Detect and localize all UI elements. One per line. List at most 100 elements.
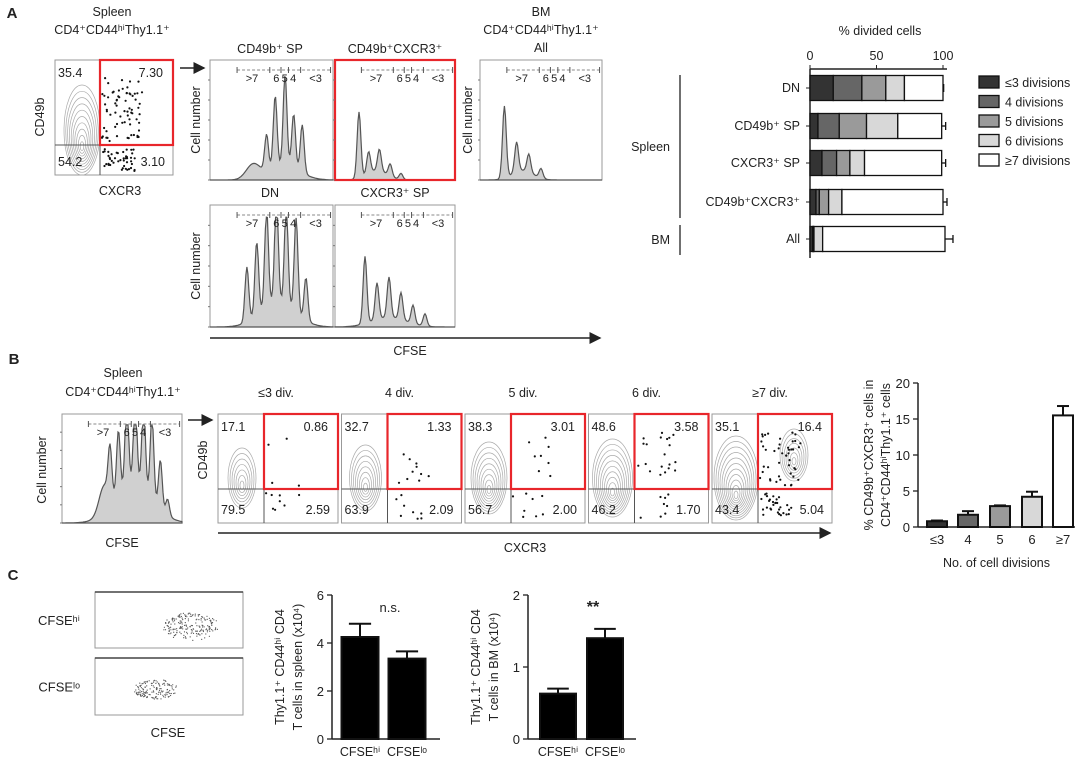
event-dot (139, 694, 141, 696)
event-dot (181, 621, 183, 623)
event-dot (778, 513, 781, 516)
event-dot (209, 630, 211, 632)
event-dot (184, 618, 186, 620)
event-dot (173, 635, 175, 637)
y-tick-label: 1 (513, 660, 520, 675)
density-contour (472, 447, 506, 512)
histogram-cxcr3-sp: >7 6 5 4 <3 (333, 204, 456, 328)
event-dot (172, 636, 175, 639)
event-dot (123, 164, 126, 168)
event-dot (660, 431, 664, 434)
event-dot (789, 484, 793, 487)
histogram-curve (334, 256, 455, 328)
event-dot (133, 169, 136, 172)
quadrant-value-upper-left: 48.6 (592, 420, 616, 434)
event-dot (175, 618, 177, 620)
density-contour (779, 428, 809, 482)
event-dot (208, 629, 210, 631)
event-dot (179, 626, 181, 629)
y-axis-title: % CD49b⁺CXCR3⁺ cells in (862, 380, 876, 531)
highlight-gate (509, 412, 587, 491)
event-dot (788, 459, 791, 462)
category-label: CXCR3⁺ SP (731, 156, 800, 170)
histogram-title: CD4⁺CD44ʰⁱThy1.1⁺ (483, 23, 598, 37)
legend-label: 4 divisions (1005, 96, 1063, 110)
event-dot (170, 629, 172, 631)
event-dot (136, 135, 139, 139)
event-dot (115, 99, 118, 102)
bar (926, 520, 948, 528)
event-dot (165, 622, 167, 624)
density-contour (227, 447, 257, 509)
event-dot (196, 635, 198, 637)
event-dot (511, 495, 515, 498)
bar-segment (832, 74, 863, 102)
event-dot (109, 113, 112, 116)
division-gate-label: 4 (140, 427, 146, 439)
bar-chart-bm-counts: 0 1 2 CFSEʰⁱ CFSEˡᵒ Thy1.1⁺ CD44ʰⁱ CD4 T cells… (469, 588, 636, 759)
division-gate-label: 6 (397, 73, 403, 85)
event-dot (158, 682, 160, 685)
event-dot (209, 628, 211, 630)
event-dot (110, 159, 113, 162)
plot-frame (588, 413, 709, 524)
event-dot (167, 692, 169, 694)
density-contour (596, 449, 629, 513)
event-dot (153, 681, 155, 683)
event-dot (759, 476, 762, 480)
event-dot (183, 634, 185, 637)
event-dot (143, 696, 145, 698)
event-dot (547, 445, 550, 448)
x-tick-label: CFSEˡᵒ (585, 745, 625, 759)
quadrant-value-lower-right: 5.04 (800, 503, 824, 517)
event-dot (416, 517, 419, 520)
density-contour (717, 446, 755, 517)
x-tick-label: CFSEˡᵒ (387, 745, 427, 759)
event-dot (148, 680, 150, 682)
bar-chart-cd49b-cxcr3-by-division: 0 5 10 15 20 ≤3 4 5 6 ≥7 % CD49b⁺CXCR3⁺ cells in CD… (862, 376, 1075, 570)
event-dot (173, 631, 175, 633)
event-dot (187, 627, 189, 629)
category-label: All (786, 232, 800, 246)
event-dot (174, 623, 176, 625)
event-dot (167, 633, 170, 635)
event-dot (137, 129, 141, 132)
density-contour (231, 458, 253, 503)
division-gate-label: 6 (543, 73, 549, 85)
event-dot (144, 686, 146, 688)
event-dot (664, 496, 667, 499)
event-dot (184, 636, 186, 638)
category-label: CD49b⁺CXCR3⁺ (706, 195, 800, 209)
event-dot (165, 680, 167, 683)
event-dot (140, 687, 142, 689)
density-contour (608, 482, 617, 499)
event-dot (146, 692, 148, 694)
event-dot (164, 684, 166, 686)
event-dot (163, 629, 165, 631)
event-dot (668, 463, 671, 466)
event-dot (178, 616, 180, 618)
event-dot (191, 631, 193, 633)
event-dot (143, 692, 145, 694)
event-dot (156, 698, 158, 700)
y-axis-title: Thy1.1⁺ CD44ʰⁱ CD4 (273, 609, 287, 725)
cfse-axis-label: CFSE (393, 344, 426, 358)
event-dot (762, 445, 765, 448)
event-dot (120, 168, 123, 171)
event-dot (126, 114, 129, 117)
density-contour (233, 464, 251, 500)
event-dot (172, 628, 174, 630)
event-dot (156, 689, 158, 691)
event-dot (151, 684, 153, 686)
event-dot (103, 148, 106, 151)
event-dot (158, 691, 160, 693)
event-dot (142, 688, 145, 691)
event-dot (180, 627, 182, 630)
event-dot (152, 690, 154, 692)
event-dot (128, 118, 131, 121)
event-dot (541, 494, 544, 498)
dotplot-x-label: CXCR3 (99, 184, 141, 198)
event-dot (159, 688, 161, 690)
division-gate-label: >7 (370, 218, 383, 230)
event-dot (764, 493, 767, 496)
